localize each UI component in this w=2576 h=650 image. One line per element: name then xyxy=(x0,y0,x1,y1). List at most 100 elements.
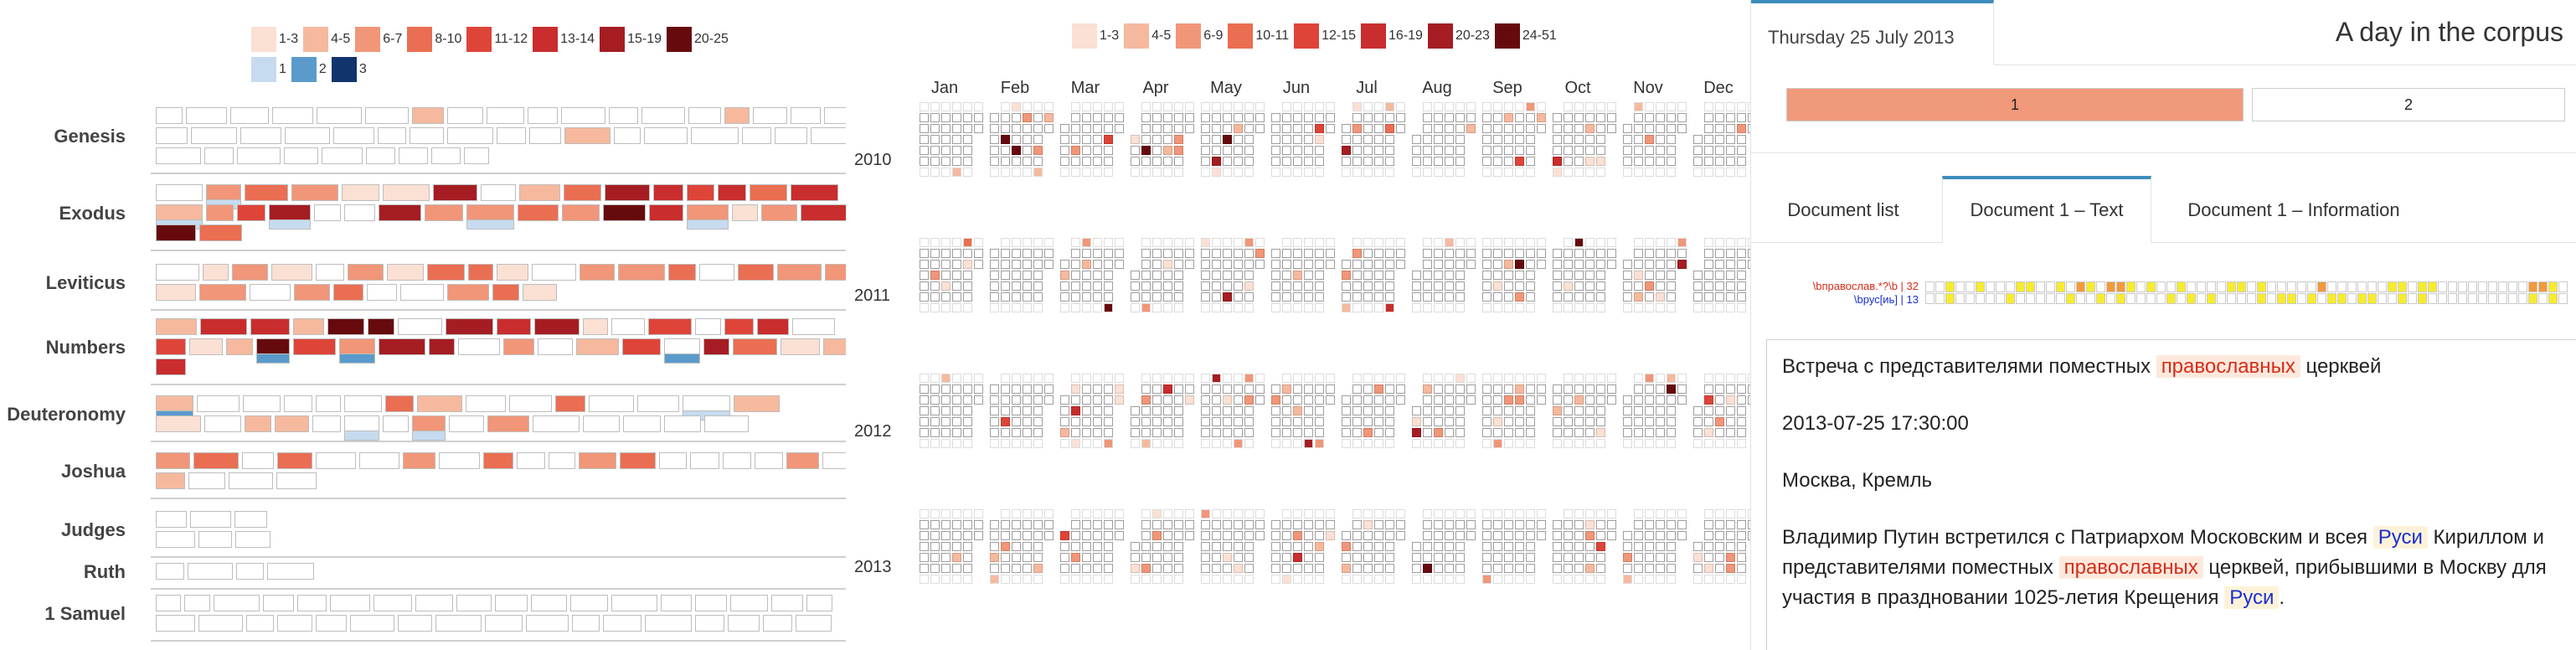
calendar-day[interactable] xyxy=(1234,520,1243,529)
calendar-day[interactable] xyxy=(1574,575,1584,584)
calendar-day[interactable] xyxy=(963,260,972,269)
calendar-day[interactable] xyxy=(1033,417,1043,426)
calendar-day[interactable] xyxy=(1553,157,1562,166)
calendar-day[interactable] xyxy=(1115,395,1124,405)
calendar-day[interactable] xyxy=(1082,102,1091,111)
calendar-day[interactable] xyxy=(930,303,940,312)
chapter-cell[interactable] xyxy=(738,264,774,281)
calendar-day[interactable] xyxy=(941,531,951,540)
calendar-day[interactable] xyxy=(1737,113,1746,122)
calendar-day[interactable] xyxy=(1515,292,1524,302)
calendar-day[interactable] xyxy=(1001,113,1010,122)
calendar-day[interactable] xyxy=(1667,509,1676,518)
calendar-day[interactable] xyxy=(1715,417,1724,426)
calendar-day[interactable] xyxy=(1677,238,1687,247)
calendar-day[interactable] xyxy=(930,124,940,133)
calendar-day[interactable] xyxy=(1645,564,1654,573)
calendar-day[interactable] xyxy=(1174,542,1183,551)
calendar-day[interactable] xyxy=(1244,260,1254,269)
chapter-cell[interactable] xyxy=(271,264,312,281)
calendar-day[interactable] xyxy=(1656,271,1665,280)
calendar-day[interactable] xyxy=(1634,428,1643,437)
calendar-day[interactable] xyxy=(990,260,999,269)
calendar-day[interactable] xyxy=(1304,292,1313,302)
calendar-day[interactable] xyxy=(1023,542,1032,551)
calendar-day[interactable] xyxy=(1726,102,1735,111)
calendar-day[interactable] xyxy=(1023,395,1032,405)
calendar-day[interactable] xyxy=(1504,553,1513,562)
calendar-day[interactable] xyxy=(1504,384,1513,394)
calendar-day[interactable] xyxy=(1385,439,1394,448)
calendar-day[interactable] xyxy=(930,271,940,280)
calendar-day[interactable] xyxy=(1001,575,1010,584)
calendar-day[interactable] xyxy=(1737,303,1746,312)
calendar-day[interactable] xyxy=(1060,135,1069,144)
calendar-day[interactable] xyxy=(1482,271,1492,280)
calendar-day[interactable] xyxy=(1748,395,1750,405)
calendar-day[interactable] xyxy=(1152,157,1162,166)
tab-document-text[interactable]: Document 1 – Text xyxy=(1942,176,2151,243)
calendar-day[interactable] xyxy=(1185,384,1194,394)
chapter-cell[interactable] xyxy=(439,452,480,469)
chapter-cell[interactable] xyxy=(204,415,241,432)
calendar-day[interactable] xyxy=(1033,157,1043,166)
calendar-day[interactable] xyxy=(990,406,999,415)
calendar-day[interactable] xyxy=(1537,260,1546,269)
calendar-day[interactable] xyxy=(1255,238,1265,247)
calendar-day[interactable] xyxy=(990,384,999,394)
calendar-day[interactable] xyxy=(1704,520,1713,529)
calendar-day[interactable] xyxy=(1293,135,1302,144)
chapter-cell[interactable] xyxy=(275,415,309,432)
calendar-day[interactable] xyxy=(952,531,961,540)
calendar-day[interactable] xyxy=(1293,249,1302,258)
calendar-day[interactable] xyxy=(1515,249,1524,258)
calendar-day[interactable] xyxy=(1623,146,1632,155)
calendar-day[interactable] xyxy=(1574,135,1584,144)
calendar-day[interactable] xyxy=(1515,428,1524,437)
calendar-day[interactable] xyxy=(1201,406,1210,415)
calendar-day[interactable] xyxy=(1596,260,1605,269)
calendar-day[interactable] xyxy=(974,520,983,529)
calendar-day[interactable] xyxy=(1342,303,1351,312)
calendar-day[interactable] xyxy=(1293,374,1302,383)
calendar-day[interactable] xyxy=(1748,102,1750,111)
calendar-day[interactable] xyxy=(1667,439,1676,448)
calendar-day[interactable] xyxy=(1726,520,1735,529)
calendar-day[interactable] xyxy=(1677,102,1687,111)
calendar-day[interactable] xyxy=(990,135,999,144)
calendar-day[interactable] xyxy=(1174,135,1183,144)
calendar-day[interactable] xyxy=(1293,395,1302,405)
calendar-day[interactable] xyxy=(952,564,961,573)
calendar-day[interactable] xyxy=(1634,542,1643,551)
calendar-day[interactable] xyxy=(1152,303,1162,312)
calendar-day[interactable] xyxy=(1023,292,1032,302)
calendar-day[interactable] xyxy=(1163,135,1172,144)
calendar-day[interactable] xyxy=(1315,113,1324,122)
calendar-day[interactable] xyxy=(1234,271,1243,280)
calendar-day[interactable] xyxy=(1271,531,1280,540)
calendar-day[interactable] xyxy=(1564,146,1573,155)
calendar-day[interactable] xyxy=(1585,374,1595,383)
calendar-day[interactable] xyxy=(1526,542,1535,551)
calendar-day[interactable] xyxy=(1044,531,1054,540)
calendar-day[interactable] xyxy=(1564,531,1573,540)
calendar-day[interactable] xyxy=(1082,428,1091,437)
calendar-day[interactable] xyxy=(1212,271,1221,280)
calendar-day[interactable] xyxy=(1012,395,1021,405)
calendar-day[interactable] xyxy=(1282,271,1291,280)
calendar-day[interactable] xyxy=(1271,575,1280,584)
calendar-day[interactable] xyxy=(1212,303,1221,312)
calendar-day[interactable] xyxy=(1374,509,1383,518)
calendar-day[interactable] xyxy=(1585,575,1595,584)
calendar-day[interactable] xyxy=(1315,553,1324,562)
calendar-day[interactable] xyxy=(1163,374,1172,383)
calendar-day[interactable] xyxy=(1715,292,1724,302)
calendar-day[interactable] xyxy=(1174,146,1183,155)
calendar-day[interactable] xyxy=(1634,249,1643,258)
calendar-day[interactable] xyxy=(1033,509,1043,518)
calendar-day[interactable] xyxy=(1585,520,1595,529)
calendar-day[interactable] xyxy=(1174,303,1183,312)
calendar-day[interactable] xyxy=(1623,260,1632,269)
calendar-day[interactable] xyxy=(1093,238,1102,247)
chapter-cell[interactable] xyxy=(366,147,395,164)
